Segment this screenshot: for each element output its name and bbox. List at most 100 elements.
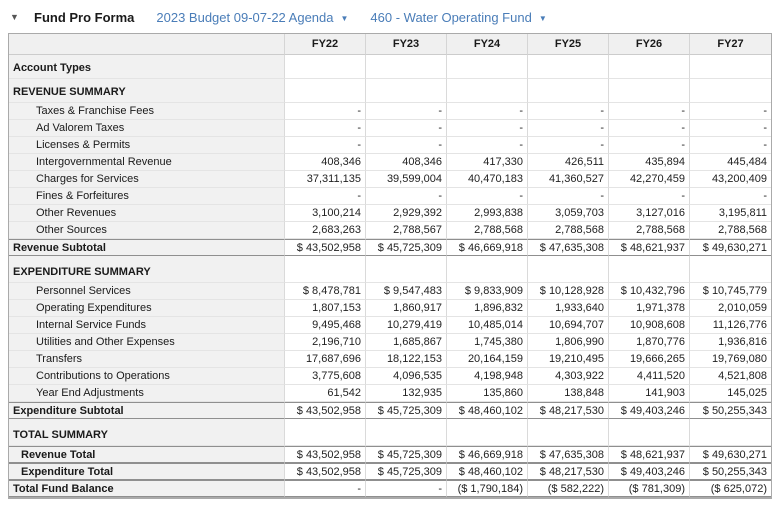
value-cell: $ 48,460,102 <box>447 402 528 419</box>
table-row: Charges for Services 37,311,135 39,599,004… <box>9 171 771 188</box>
value-cell <box>609 419 690 446</box>
fund-selector-dropdown[interactable]: 460 - Water Operating Fund ▼ <box>370 10 546 25</box>
value-cell: 20,164,159 <box>447 351 528 368</box>
value-cell: $ 10,432,796 <box>609 283 690 300</box>
value-cell: - <box>447 103 528 120</box>
table-row: Revenue Subtotal $ 43,502,958 $ 45,725,309… <box>9 239 771 256</box>
value-cell: $ 9,833,909 <box>447 283 528 300</box>
value-cell: 408,346 <box>366 154 447 171</box>
value-cell: $ 8,478,781 <box>285 283 366 300</box>
value-cell: 2,788,568 <box>690 222 771 239</box>
value-cell: 138,848 <box>528 385 609 402</box>
value-cell: 1,807,153 <box>285 300 366 317</box>
value-cell: 3,059,703 <box>528 205 609 222</box>
value-cell: 417,330 <box>447 154 528 171</box>
value-cell: - <box>285 480 366 497</box>
value-cell: $ 49,630,271 <box>690 239 771 256</box>
value-cell: 2,683,263 <box>285 222 366 239</box>
value-cell: 445,484 <box>690 154 771 171</box>
table-row: Fines & Forfeitures - - - - - - <box>9 188 771 205</box>
row-label: Other Sources <box>9 222 285 239</box>
value-cell: $ 47,635,308 <box>528 239 609 256</box>
row-label: Account Types <box>9 55 285 79</box>
value-cell: - <box>285 120 366 137</box>
value-cell <box>609 79 690 103</box>
value-cell: $ 49,403,246 <box>609 463 690 480</box>
row-label: Operating Expenditures <box>9 300 285 317</box>
value-cell: 11,126,776 <box>690 317 771 334</box>
value-cell: $ 43,502,958 <box>285 402 366 419</box>
value-cell: $ 10,745,779 <box>690 283 771 300</box>
value-cell: 1,971,378 <box>609 300 690 317</box>
value-cell <box>528 79 609 103</box>
row-label: Intergovernmental Revenue <box>9 154 285 171</box>
value-cell: - <box>447 137 528 154</box>
value-cell: 10,485,014 <box>447 317 528 334</box>
value-cell: 43,200,409 <box>690 171 771 188</box>
value-cell: 132,935 <box>366 385 447 402</box>
value-cell: 135,860 <box>447 385 528 402</box>
value-cell: $ 43,502,958 <box>285 463 366 480</box>
row-label: Ad Valorem Taxes <box>9 120 285 137</box>
value-cell <box>690 419 771 446</box>
value-cell: - <box>366 103 447 120</box>
value-cell: $ 47,635,308 <box>528 446 609 463</box>
value-cell: 1,933,640 <box>528 300 609 317</box>
value-cell: 10,908,608 <box>609 317 690 334</box>
row-label: Expenditure Total <box>9 463 285 480</box>
value-cell: 2,788,568 <box>447 222 528 239</box>
row-label: Revenue Total <box>9 446 285 463</box>
column-header-fy25: FY25 <box>528 34 609 55</box>
pro-forma-table-container: FY22 FY23 FY24 FY25 FY26 FY27 Account Types RE… <box>8 33 772 499</box>
value-cell <box>285 256 366 283</box>
value-cell: - <box>528 188 609 205</box>
column-header-fy22: FY22 <box>285 34 366 55</box>
value-cell: 4,096,535 <box>366 368 447 385</box>
value-cell: 1,896,832 <box>447 300 528 317</box>
value-cell: - <box>690 137 771 154</box>
value-cell: 19,666,265 <box>609 351 690 368</box>
budget-selector-dropdown[interactable]: 2023 Budget 09-07-22 Agenda ▼ <box>156 10 348 25</box>
chevron-down-icon: ▼ <box>538 13 547 23</box>
value-cell: 426,511 <box>528 154 609 171</box>
value-cell: 61,542 <box>285 385 366 402</box>
pro-forma-table: FY22 FY23 FY24 FY25 FY26 FY27 Account Types RE… <box>8 33 772 499</box>
row-label: Taxes & Franchise Fees <box>9 103 285 120</box>
value-cell: ($ 1,790,184) <box>447 480 528 497</box>
row-label: Licenses & Permits <box>9 137 285 154</box>
value-cell: - <box>690 120 771 137</box>
value-cell: 2,196,710 <box>285 334 366 351</box>
value-cell: - <box>366 137 447 154</box>
table-row: Intergovernmental Revenue 408,346 408,346 4… <box>9 154 771 171</box>
value-cell: 17,687,696 <box>285 351 366 368</box>
value-cell: 18,122,153 <box>366 351 447 368</box>
value-cell: ($ 582,222) <box>528 480 609 497</box>
row-label: Personnel Services <box>9 283 285 300</box>
value-cell <box>528 419 609 446</box>
row-label: TOTAL SUMMARY <box>9 419 285 446</box>
row-label: Revenue Subtotal <box>9 239 285 256</box>
value-cell: 41,360,527 <box>528 171 609 188</box>
value-cell <box>447 55 528 79</box>
value-cell: 1,806,990 <box>528 334 609 351</box>
value-cell <box>609 55 690 79</box>
chevron-down-icon: ▼ <box>340 13 349 23</box>
collapse-caret-icon[interactable]: ▼ <box>10 12 19 22</box>
row-label: Year End Adjustments <box>9 385 285 402</box>
budget-selector-label: 2023 Budget 09-07-22 Agenda <box>156 9 334 25</box>
row-label: Fines & Forfeitures <box>9 188 285 205</box>
value-cell: 2,929,392 <box>366 205 447 222</box>
value-cell: 145,025 <box>690 385 771 402</box>
value-cell: $ 49,403,246 <box>609 402 690 419</box>
table-row: Expenditure Subtotal $ 43,502,958 $ 45,725… <box>9 402 771 419</box>
table-row: Transfers 17,687,696 18,122,153 20,164,159 1… <box>9 351 771 368</box>
table-row: TOTAL SUMMARY <box>9 419 771 446</box>
value-cell: - <box>528 120 609 137</box>
value-cell: - <box>690 103 771 120</box>
table-row: Contributions to Operations 3,775,608 4,09… <box>9 368 771 385</box>
value-cell: - <box>285 103 366 120</box>
value-cell: - <box>609 103 690 120</box>
column-header-row: FY22 FY23 FY24 FY25 FY26 FY27 <box>9 34 771 55</box>
value-cell: 42,270,459 <box>609 171 690 188</box>
value-cell: 19,769,080 <box>690 351 771 368</box>
